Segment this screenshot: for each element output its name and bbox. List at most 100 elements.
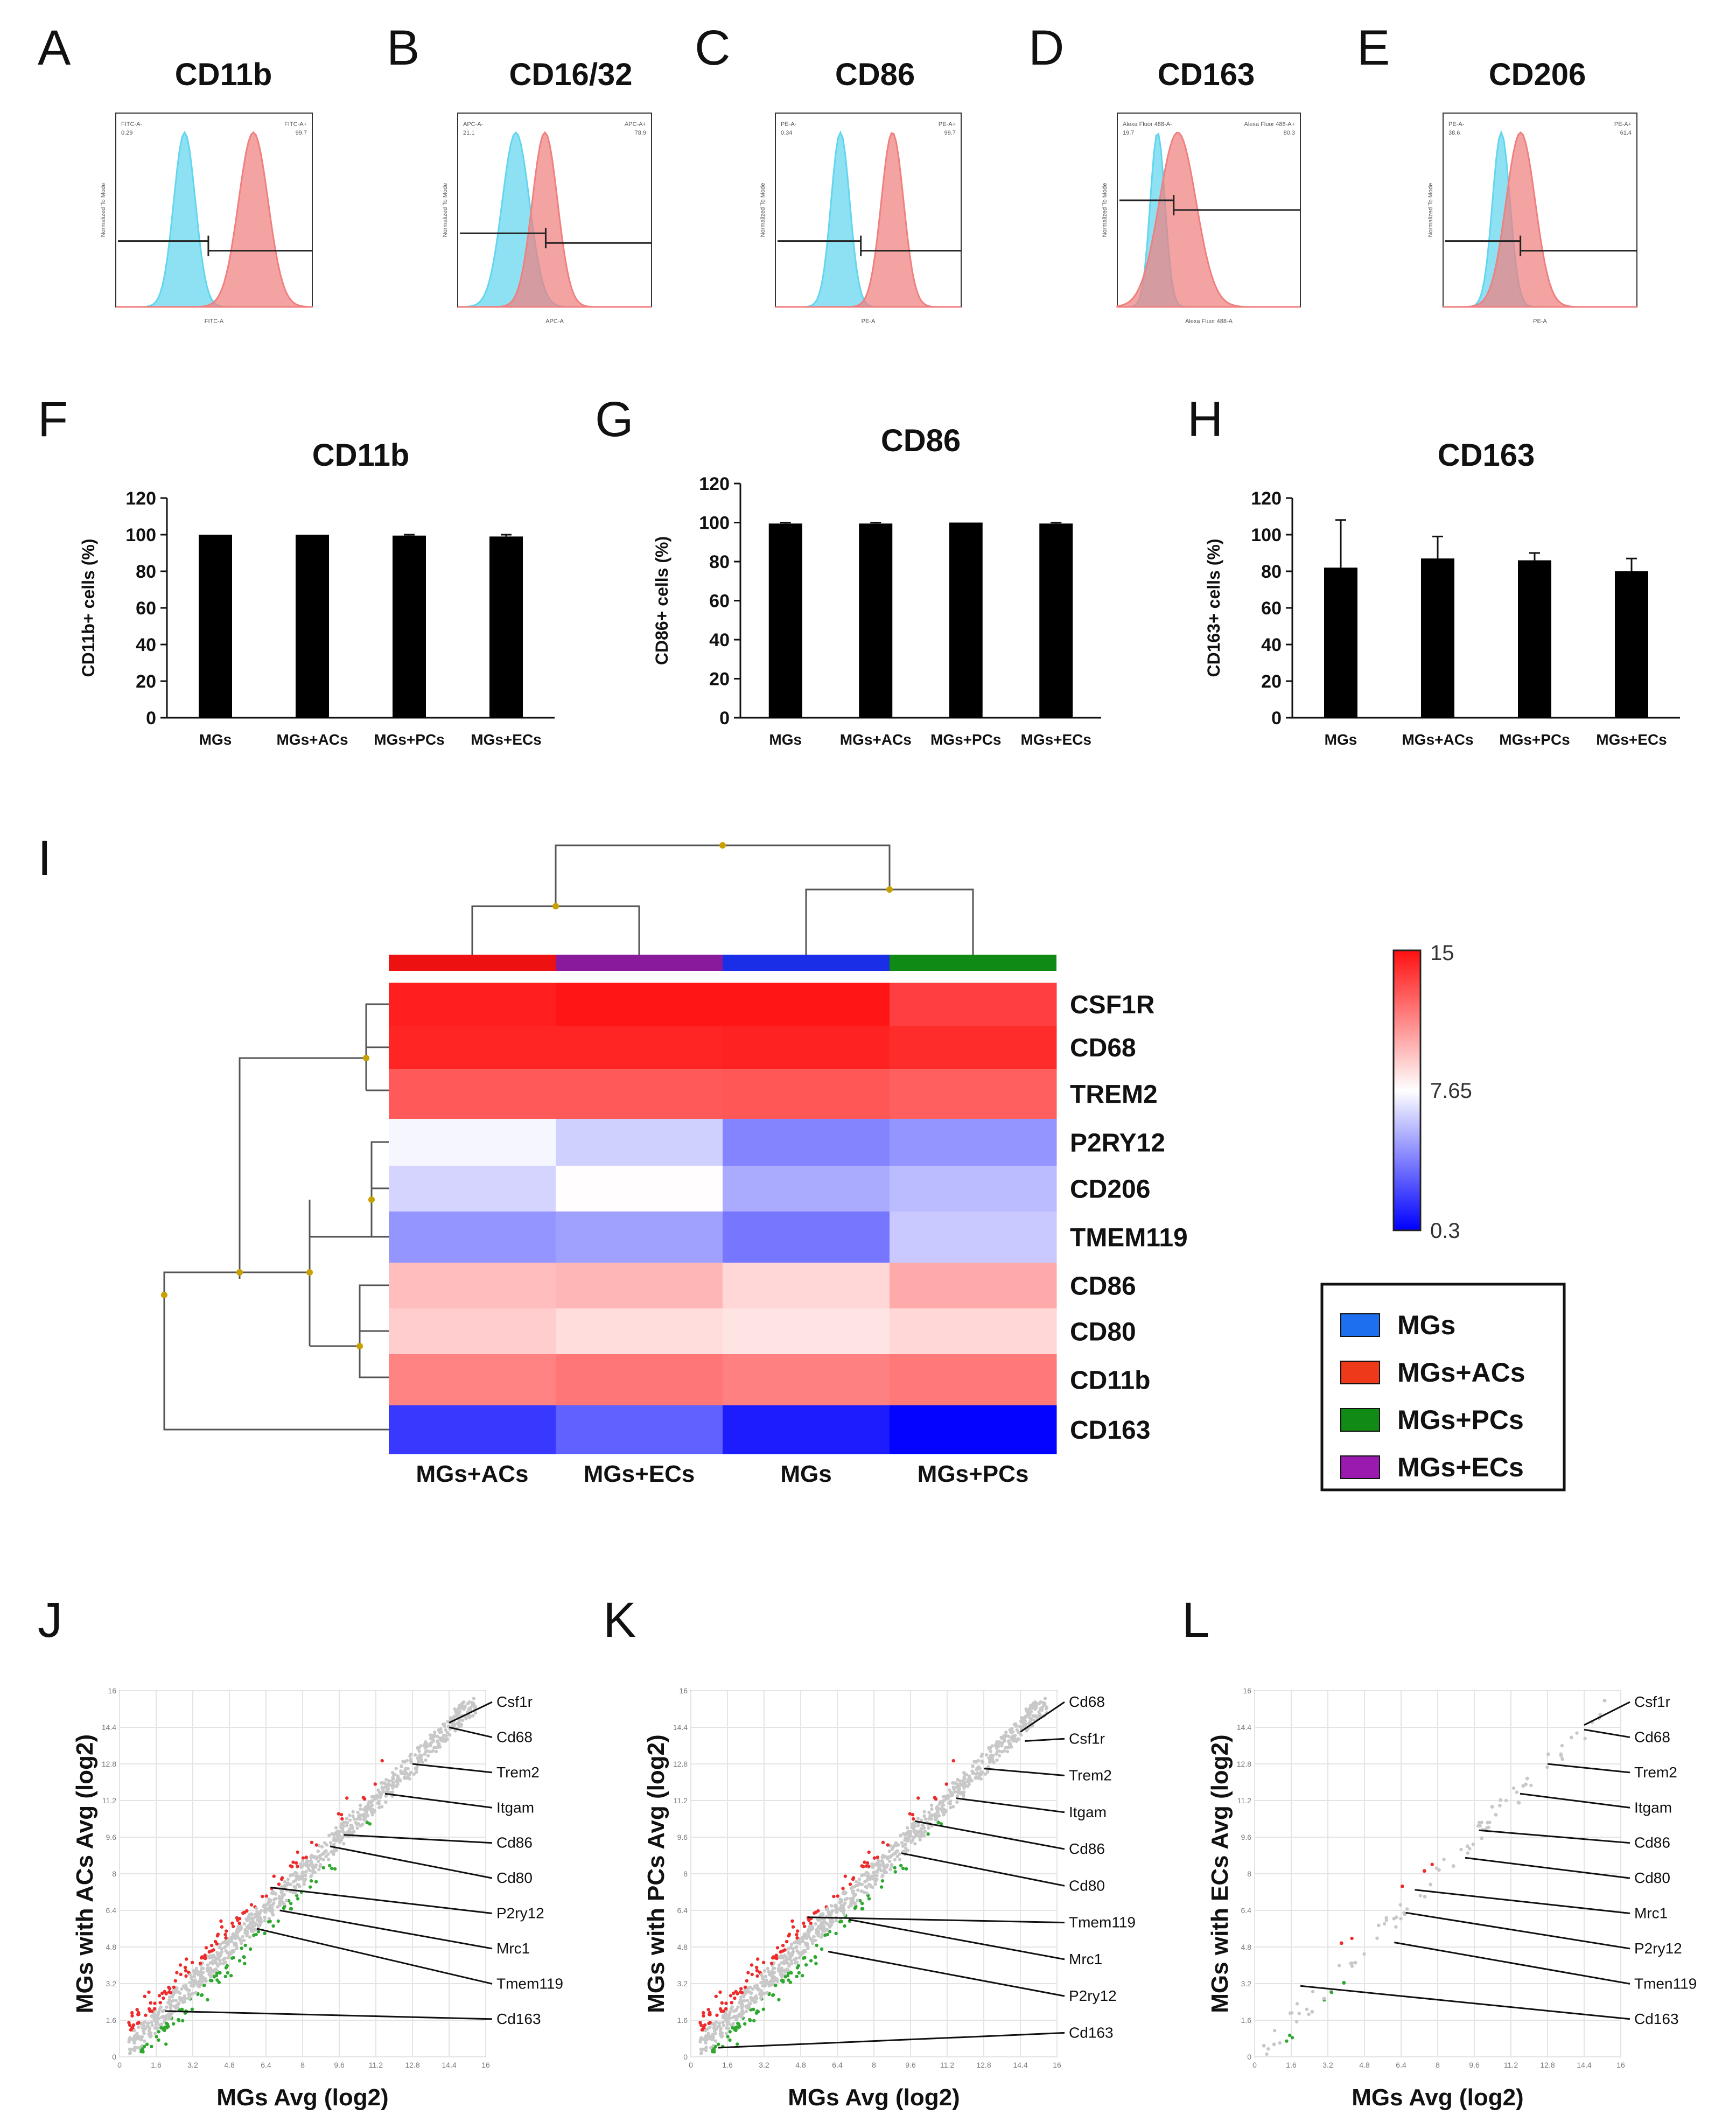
- data-point: [853, 1906, 857, 1910]
- data-point: [881, 1862, 885, 1866]
- data-point: [215, 1942, 219, 1946]
- data-point: [1490, 1805, 1494, 1809]
- data-point: [759, 1996, 763, 2000]
- data-point: [785, 1939, 789, 1944]
- data-point: [342, 1831, 346, 1835]
- data-point: [272, 1897, 276, 1901]
- data-point: [305, 1860, 310, 1864]
- gate-label-positive: APC-A+: [625, 121, 646, 128]
- y-tick-label: 100: [125, 525, 156, 545]
- panel-letter-b: B: [387, 20, 419, 75]
- data-point: [190, 1984, 193, 1988]
- heatmap-cell: [389, 1354, 556, 1406]
- data-point: [770, 1977, 774, 1981]
- data-point: [835, 1907, 839, 1910]
- y-tick-label: 8: [1247, 1869, 1251, 1878]
- panel-letter-a: A: [38, 20, 71, 75]
- annotation-label: Cd163: [1069, 2024, 1114, 2041]
- data-point: [394, 1767, 398, 1770]
- data-point: [818, 1927, 822, 1931]
- data-point: [901, 1850, 905, 1853]
- data-point: [232, 1949, 236, 1952]
- data-point: [165, 2022, 170, 2026]
- annotation-label: Trem2: [496, 1764, 540, 1781]
- data-point: [922, 1834, 926, 1838]
- data-point: [367, 1806, 370, 1810]
- data-point: [814, 1922, 818, 1926]
- data-point: [764, 1974, 768, 1978]
- data-point: [229, 1937, 234, 1941]
- data-point: [313, 1864, 317, 1868]
- data-point: [433, 1731, 437, 1734]
- data-point: [352, 1830, 356, 1833]
- annotation-leader: [718, 2032, 1065, 2049]
- x-tick-label: 3.2: [187, 2061, 198, 2069]
- data-point: [771, 1993, 775, 1997]
- data-point: [904, 1867, 908, 1871]
- heatmap-row-label: CD86: [1070, 1272, 1136, 1301]
- data-point: [376, 1801, 380, 1805]
- data-point: [267, 1916, 271, 1921]
- data-point: [289, 1901, 293, 1906]
- data-point: [955, 1794, 960, 1798]
- data-point: [306, 1864, 310, 1868]
- data-point: [149, 2035, 152, 2039]
- data-point: [813, 1955, 817, 1959]
- heatmap-cell: [723, 1166, 890, 1212]
- annotation-leader: [344, 1834, 493, 1844]
- data-point: [341, 1823, 345, 1826]
- data-point: [239, 1938, 243, 1942]
- data-point: [236, 1918, 240, 1922]
- x-tick-label: 3.2: [759, 2061, 769, 2069]
- data-point: [208, 1966, 212, 1970]
- data-point: [1026, 1708, 1030, 1713]
- data-point: [726, 2014, 731, 2018]
- data-point: [401, 1760, 405, 1763]
- data-point: [157, 2011, 161, 2014]
- heatmap-cell: [890, 1263, 1057, 1309]
- data-point: [160, 1991, 164, 1995]
- data-point: [163, 2028, 166, 2032]
- data-point: [785, 1968, 789, 1972]
- data-point: [1005, 1749, 1010, 1754]
- data-point: [722, 2014, 726, 2018]
- data-point: [289, 1882, 293, 1887]
- data-point: [795, 1941, 799, 1945]
- data-point: [272, 1901, 276, 1905]
- data-point: [814, 1962, 818, 1965]
- dendrogram-node: [886, 886, 893, 893]
- data-point: [142, 2039, 146, 2043]
- data-point: [429, 1744, 432, 1748]
- data-point: [942, 1799, 946, 1803]
- heatmap-column-label: MGs: [780, 1461, 831, 1487]
- heatmap-row-label: CD163: [1070, 1416, 1150, 1445]
- annotation-leader: [1479, 1829, 1630, 1844]
- data-point: [955, 1800, 959, 1804]
- data-point: [754, 1965, 759, 1970]
- data-point: [217, 1980, 221, 1984]
- data-point: [986, 1765, 990, 1769]
- data-point: [834, 1918, 838, 1923]
- data-point: [268, 1904, 272, 1908]
- data-point: [389, 1779, 394, 1783]
- heatmap-cell: [890, 983, 1057, 1026]
- heatmap-cell: [556, 1166, 723, 1212]
- data-point: [248, 1947, 253, 1951]
- data-point: [147, 1990, 151, 1994]
- heatmap-cell: [556, 1026, 723, 1069]
- data-point: [418, 1755, 422, 1759]
- panel-letter-d: D: [1028, 20, 1064, 75]
- data-point: [844, 1891, 848, 1895]
- annotation-leader: [1547, 1763, 1630, 1774]
- data-point: [153, 2001, 157, 2005]
- data-point: [1000, 1736, 1004, 1740]
- data-point: [393, 1773, 397, 1776]
- x-tick-label: 4.8: [795, 2061, 806, 2069]
- y-tick-label: 40: [709, 630, 730, 650]
- data-point: [175, 1971, 179, 1974]
- gate-label-negative: Alexa Fluor 488-A-: [1123, 121, 1172, 128]
- y-axis-label: MGs with ECs Avg (log2): [1207, 1734, 1233, 2013]
- data-point: [455, 1708, 459, 1713]
- data-point: [761, 1960, 766, 1964]
- flow-cytometry-histograms: CD11b FITC-A- 0.29 FITC-A+ 99.7 FITC-A Normali…: [100, 57, 1637, 325]
